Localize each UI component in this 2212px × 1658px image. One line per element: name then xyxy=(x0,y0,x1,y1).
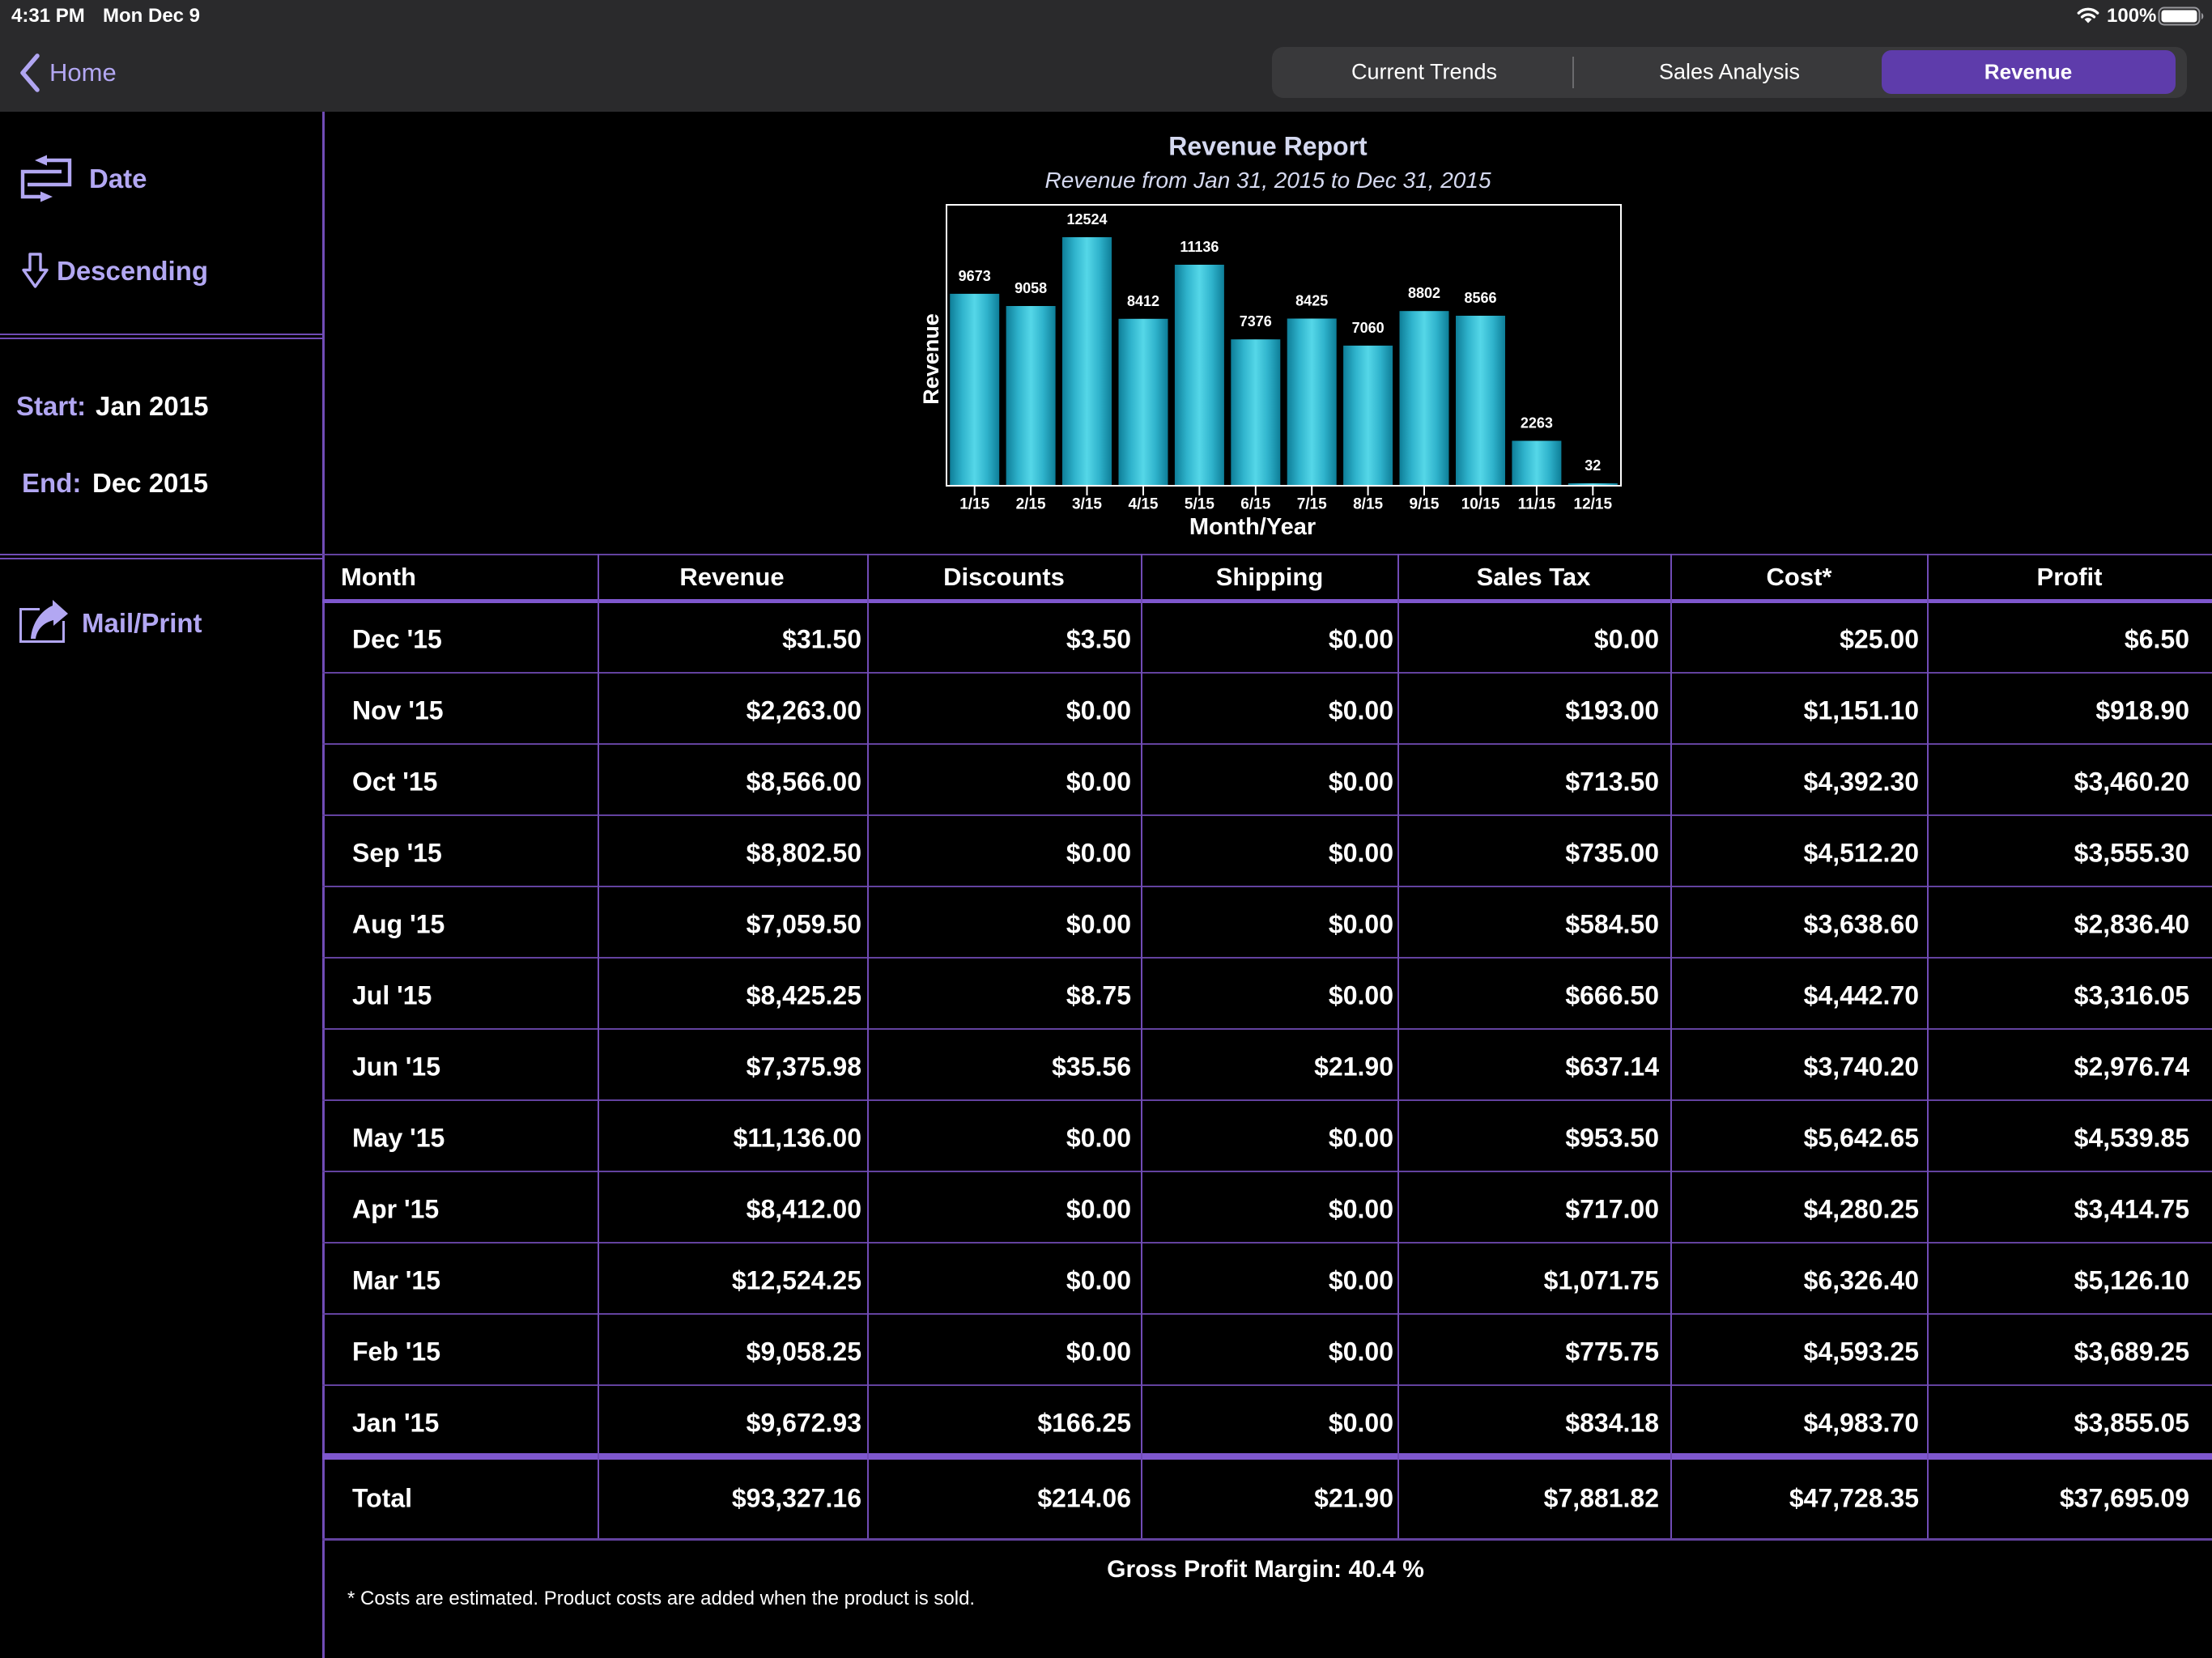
svg-text:3/15: 3/15 xyxy=(1072,496,1102,513)
svg-text:9058: 9058 xyxy=(1015,280,1047,296)
svg-text:7376: 7376 xyxy=(1240,313,1272,329)
svg-text:1/15: 1/15 xyxy=(959,496,989,513)
svg-text:10/15: 10/15 xyxy=(1461,496,1500,513)
svg-text:11/15: 11/15 xyxy=(1518,496,1556,513)
svg-text:6/15: 6/15 xyxy=(1240,496,1270,513)
svg-text:12524: 12524 xyxy=(1066,211,1107,227)
svg-text:7060: 7060 xyxy=(1352,320,1385,336)
svg-text:8/15: 8/15 xyxy=(1353,496,1383,513)
svg-text:2263: 2263 xyxy=(1521,415,1553,432)
svg-text:11136: 11136 xyxy=(1180,239,1219,255)
svg-text:7/15: 7/15 xyxy=(1297,496,1327,513)
svg-text:8802: 8802 xyxy=(1408,285,1440,301)
svg-text:9673: 9673 xyxy=(959,268,991,284)
svg-text:Month/Year: Month/Year xyxy=(1189,514,1316,540)
svg-text:4/15: 4/15 xyxy=(1129,496,1159,513)
svg-text:12/15: 12/15 xyxy=(1574,496,1613,513)
svg-text:8425: 8425 xyxy=(1295,293,1328,309)
svg-text:Revenue: Revenue xyxy=(919,313,943,405)
svg-text:5/15: 5/15 xyxy=(1185,496,1214,513)
svg-text:2/15: 2/15 xyxy=(1016,496,1046,513)
svg-text:8566: 8566 xyxy=(1464,290,1496,306)
svg-text:32: 32 xyxy=(1585,457,1601,474)
svg-text:9/15: 9/15 xyxy=(1410,496,1440,513)
svg-text:8412: 8412 xyxy=(1127,293,1159,309)
